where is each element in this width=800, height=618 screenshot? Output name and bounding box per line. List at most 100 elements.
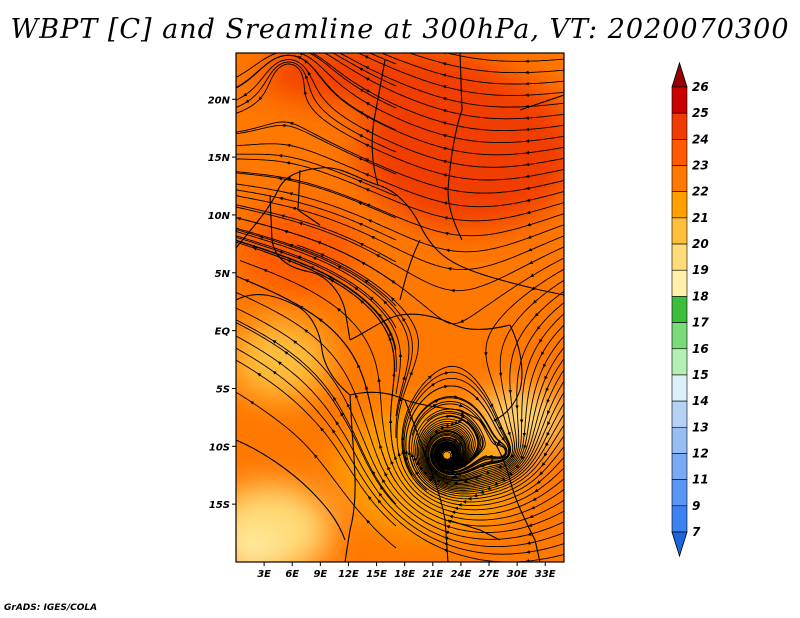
streamline-arrow (313, 454, 318, 459)
streamline (236, 231, 410, 417)
streamline-arrow (473, 452, 478, 457)
streamline-arrow (272, 370, 277, 375)
streamline-arrow (444, 536, 449, 541)
streamline-arrow (543, 452, 548, 457)
streamline-arrow (336, 307, 341, 312)
streamline-arrow (307, 71, 312, 76)
streamline-arrow (367, 495, 372, 500)
streamline-arrow (329, 279, 335, 283)
streamline-arrow (332, 396, 337, 401)
lat-tick-label: 10S (209, 442, 230, 453)
colorbar-bottom-arrow (671, 531, 688, 558)
streamline-arrow (475, 396, 480, 401)
colorbar-box (671, 86, 688, 114)
streamline-arrow (442, 133, 447, 138)
colorbar-box (671, 322, 688, 350)
wbpt-shading (236, 53, 564, 562)
streamline-arrow (545, 387, 550, 393)
colorbar-label: 9 (692, 499, 700, 513)
streamline-arrow (431, 443, 436, 448)
streamline-arrow (272, 340, 277, 344)
lon-tick-label: 12E (338, 569, 359, 580)
streamline (311, 53, 564, 132)
colorbar-label: 20 (692, 237, 709, 251)
streamline-arrow (309, 266, 315, 270)
streamline-arrow (369, 296, 374, 301)
streamline-arrow (441, 73, 447, 78)
streamline-arrow (328, 276, 333, 280)
colorbar-box (671, 426, 688, 454)
colorbar-label: 21 (692, 211, 709, 225)
streamline-arrow (288, 192, 293, 196)
streamline-arrow (236, 86, 237, 91)
lon-tick-label: 24E (451, 569, 472, 580)
colorbar-box (671, 269, 688, 297)
streamline-arrow (364, 158, 369, 162)
colorbar-label: 15 (692, 368, 709, 382)
lon-tick-label: 3E (257, 569, 271, 580)
streamline-arrow (542, 363, 547, 369)
streamline (236, 59, 564, 168)
streamline-arrow (461, 463, 467, 468)
colorbar-top-arrow (671, 61, 688, 88)
streamline-arrow (364, 66, 370, 70)
streamline (236, 235, 397, 329)
streamline-arrow (529, 273, 535, 278)
streamline-arrow (390, 460, 394, 465)
streamline-arrow (320, 427, 325, 432)
streamline-arrow (443, 548, 448, 553)
streamline-arrow (242, 92, 248, 97)
streamline-arrow (404, 455, 409, 461)
streamline (236, 335, 564, 555)
streamline-arrow (508, 471, 513, 476)
streamline-arrow (389, 331, 393, 337)
streamline-arrow (440, 426, 446, 430)
streamline-arrow (464, 469, 470, 473)
colorbar-label: 18 (692, 289, 709, 303)
lon-tick-label: 18E (394, 569, 415, 580)
streamline-arrow (459, 319, 465, 323)
lat-tick-label: 20N (208, 95, 231, 106)
streamline-arrow (429, 435, 434, 440)
lat-tick-label: 5N (215, 269, 231, 280)
streamline-arrow (523, 444, 527, 450)
streamline-arrow (384, 471, 388, 477)
streamline-arrow (358, 157, 363, 161)
streamline-arrow (358, 222, 363, 227)
colorbar-box (671, 243, 688, 271)
streamline-arrow (416, 460, 420, 466)
streamline (236, 204, 397, 263)
streamline (308, 53, 397, 109)
streamline-arrow (444, 530, 450, 535)
streamline-arrow (303, 329, 309, 334)
streamline-arrow (252, 247, 258, 251)
streamline-arrow (353, 286, 359, 291)
cyclone-ring (439, 448, 455, 463)
streamline-arrow (354, 393, 359, 399)
streamline-arrow (442, 85, 447, 89)
streamline-arrow (361, 261, 366, 266)
streamline-arrow (541, 462, 546, 467)
streamline-arrow (298, 221, 303, 226)
streamline-arrow (534, 312, 539, 317)
streamline-arrow (438, 467, 443, 472)
streamline-arrow (511, 453, 515, 459)
streamline-arrow (459, 456, 463, 462)
streamline-arrow (445, 525, 451, 529)
streamline-arrow (262, 269, 268, 273)
colorbar-box (671, 191, 688, 219)
streamline-arrow (364, 143, 370, 148)
streamline-arrow (335, 420, 340, 426)
map-title: WBPT [C] and Sreamline at 300hPa, VT: 20… (10, 14, 790, 45)
colorbar-box (671, 453, 688, 480)
colorbar-label: 22 (692, 185, 709, 199)
streamline-arrow (497, 464, 503, 469)
streamline-arrow (544, 375, 548, 381)
streamline-arrow (365, 89, 370, 93)
lon-tick-label: 15E (366, 569, 387, 580)
streamline-arrow (259, 235, 264, 240)
streamline-arrow (532, 497, 537, 501)
streamline (236, 239, 397, 351)
streamline-arrow (358, 134, 364, 138)
streamline-arrow (283, 229, 289, 234)
